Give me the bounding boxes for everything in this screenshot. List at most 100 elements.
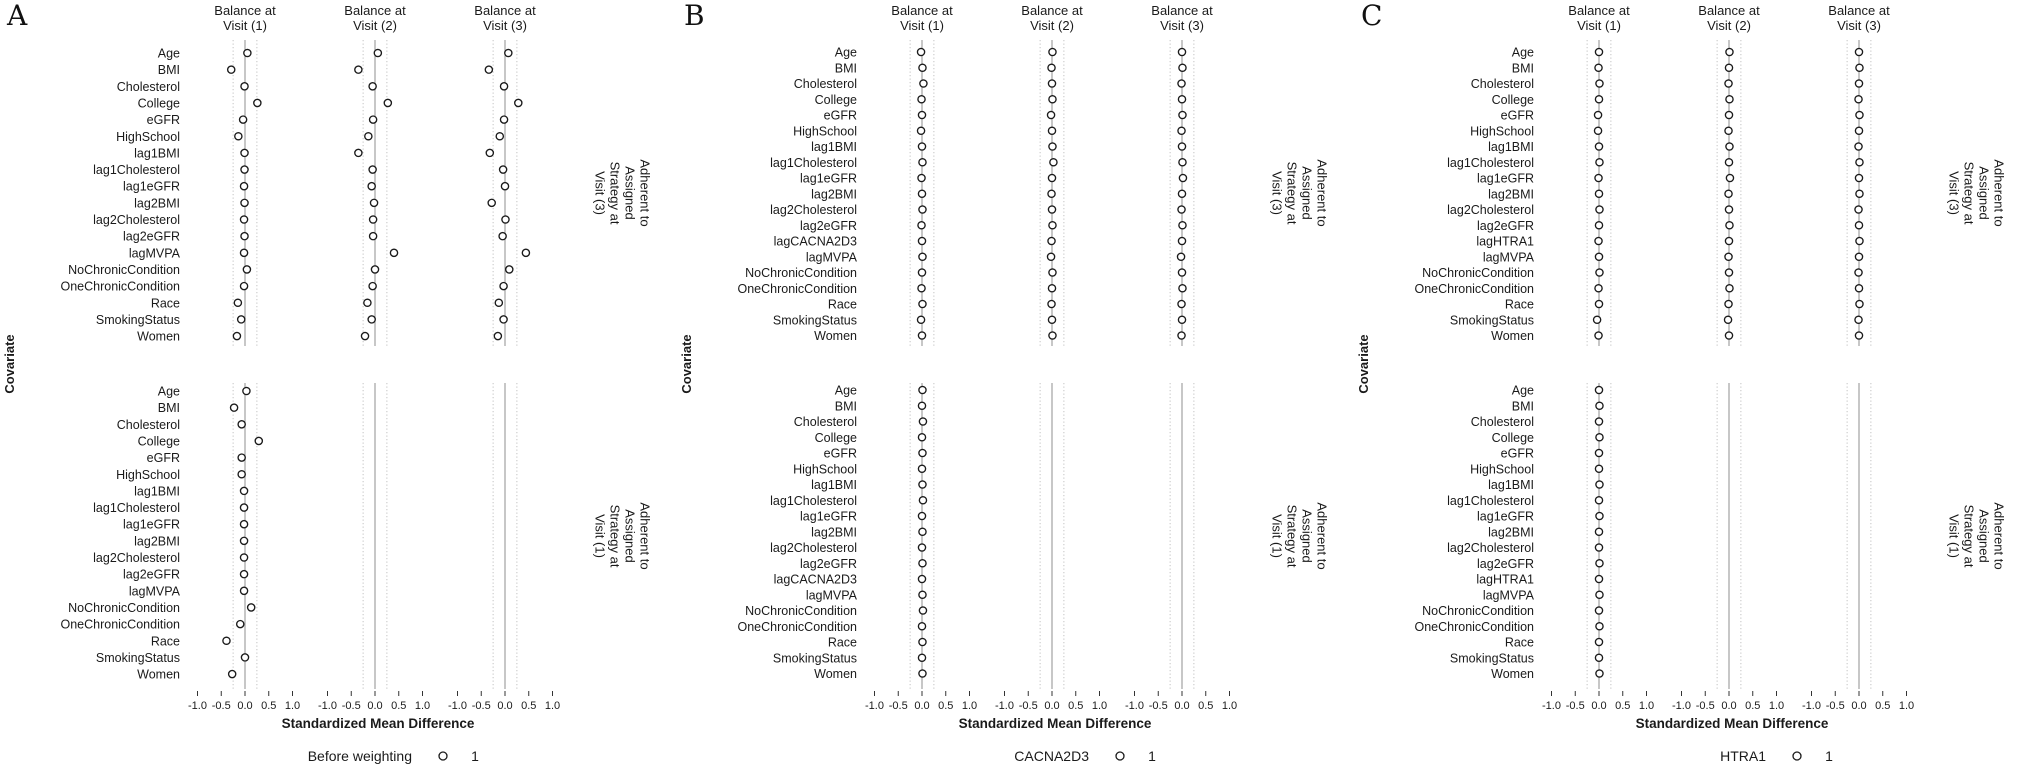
facet-strip-line: Assigned <box>623 166 638 219</box>
data-point <box>368 115 378 124</box>
data-point <box>1854 47 1864 57</box>
covariate-label: lag2Cholesterol <box>93 551 180 565</box>
data-point <box>1594 63 1603 73</box>
data-point <box>1854 126 1864 136</box>
data-point <box>238 115 248 124</box>
covariate-label: lag2Cholesterol <box>93 213 180 227</box>
data-point <box>1047 205 1057 214</box>
data-point <box>1047 63 1056 73</box>
data-point <box>918 606 928 615</box>
facet-strip-line: Visit (3) <box>593 171 608 215</box>
covariate-label: lagCACNA2D3 <box>774 573 857 587</box>
data-point <box>368 165 377 174</box>
data-point <box>1594 464 1604 474</box>
axis-tick-label: 1.0 <box>1092 700 1107 712</box>
panel-letter-C: C <box>1361 0 1383 32</box>
covariate-label: eGFR <box>1501 447 1534 461</box>
data-point <box>918 385 927 395</box>
data-point <box>1855 157 1864 167</box>
covariate-label: lagHTRA1 <box>1476 573 1534 587</box>
axis-tick-label: -1.0 <box>865 700 884 712</box>
data-point <box>239 486 249 496</box>
facet-strip-line: Strategy at <box>1962 505 1977 568</box>
covariate-label: Race <box>1505 636 1534 650</box>
data-point <box>916 47 926 57</box>
data-point <box>1049 157 1058 167</box>
covariate-label: BMI <box>158 401 180 415</box>
data-point <box>234 131 243 141</box>
covariate-label: Age <box>1512 46 1534 60</box>
column-header-line1: Balance at <box>1698 3 1760 18</box>
data-point <box>1178 63 1187 73</box>
data-point <box>1047 236 1056 246</box>
facet-strip-line: Visit (1) <box>1270 514 1285 558</box>
covariate-label: OneChronicCondition <box>1414 620 1534 634</box>
covariate-label: lag1BMI <box>134 484 180 498</box>
covariate-label: Women <box>137 668 180 682</box>
data-point <box>1178 283 1187 293</box>
covariate-label: lag2eGFR <box>123 230 180 244</box>
covariate-label: OneChronicCondition <box>737 282 857 296</box>
axis-tick-label: -1.0 <box>1125 700 1144 712</box>
data-point <box>237 420 246 429</box>
data-point <box>1594 527 1604 537</box>
data-point <box>1177 331 1186 340</box>
column-header-line2: Visit (3) <box>1837 18 1881 33</box>
covariate-label: BMI <box>835 399 857 413</box>
covariate-label: lag1BMI <box>811 478 857 492</box>
covariate-label: lag2eGFR <box>123 568 180 582</box>
data-point <box>240 231 249 241</box>
data-point <box>1854 205 1863 214</box>
data-point <box>1724 331 1734 340</box>
data-point <box>240 148 249 158</box>
facet-strip-line: Adherent to <box>1992 159 2007 226</box>
legend-title: CACNA2D3 <box>1014 748 1089 764</box>
covariate-label: Women <box>1491 667 1534 681</box>
data-point <box>237 453 246 462</box>
data-point <box>1047 315 1057 325</box>
column-header-line2: Visit (1) <box>900 18 944 33</box>
data-point <box>918 417 928 426</box>
axis-tick-label: -0.5 <box>472 700 491 712</box>
covariate-label: HighSchool <box>793 462 857 476</box>
axis-tick-label: 0.0 <box>497 700 512 712</box>
panel-letter-B: B <box>684 0 705 32</box>
data-point <box>1048 268 1057 277</box>
data-point <box>1594 606 1604 615</box>
data-point <box>1594 653 1604 663</box>
covariate-label: eGFR <box>1501 109 1534 123</box>
covariate-label: lag2BMI <box>134 534 180 548</box>
data-point <box>917 653 927 663</box>
data-point <box>1595 621 1604 631</box>
data-point <box>242 386 251 396</box>
data-point <box>1177 142 1187 151</box>
data-point <box>917 283 926 293</box>
data-point <box>918 590 927 600</box>
covariate-label: eGFR <box>147 113 180 127</box>
covariate-label: lag2BMI <box>1488 187 1534 201</box>
covariate-label: SmokingStatus <box>773 313 857 327</box>
data-point <box>237 469 246 479</box>
axis-tick-label: 1.0 <box>962 700 977 712</box>
column-header-line2: Visit (2) <box>1030 18 1074 33</box>
covariate-label: lag1BMI <box>134 146 180 160</box>
data-point <box>229 403 239 412</box>
x-axis-title: Standardized Mean Difference <box>959 716 1152 731</box>
data-point <box>918 480 927 489</box>
axis-tick-label: 0.5 <box>521 700 536 712</box>
axis-tick-label: -0.5 <box>1019 700 1038 712</box>
data-point <box>501 215 510 224</box>
facet-strip-line: Strategy at <box>608 162 623 225</box>
covariate-label: HighSchool <box>116 468 180 482</box>
data-point <box>373 48 383 58</box>
axis-tick-label: -0.5 <box>342 700 361 712</box>
column-header-line2: Visit (2) <box>353 18 397 33</box>
covariate-label: Race <box>1505 298 1534 312</box>
covariate-label: SmokingStatus <box>1450 313 1534 327</box>
data-point <box>239 503 249 512</box>
axis-tick-label: -1.0 <box>1542 700 1561 712</box>
covariate-label: lag2eGFR <box>1477 557 1534 571</box>
data-point <box>1594 142 1604 151</box>
axis-tick-label: 0.0 <box>1721 700 1736 712</box>
data-point <box>499 82 509 91</box>
